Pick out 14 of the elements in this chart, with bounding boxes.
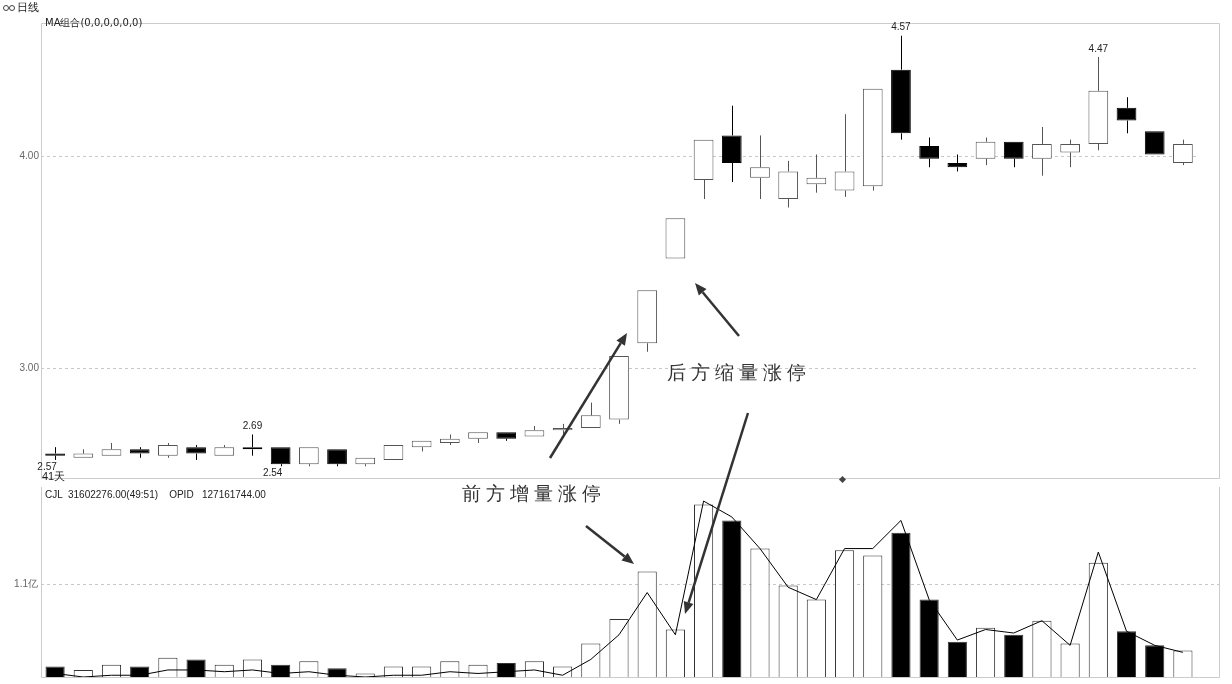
ref-line-label: 1.1亿 xyxy=(14,578,38,590)
text: CJL 31602276.00(49:51) OPID 127161744.00 xyxy=(45,489,266,500)
y-tick-label: 3.00 xyxy=(19,362,40,374)
y-tick-label: 4.00 xyxy=(19,150,40,162)
annotation: 后方缩量涨停 xyxy=(667,360,811,385)
annotation: 41天 xyxy=(42,470,66,484)
chart-title: 日线 xyxy=(17,0,39,15)
annotation: 2.57 xyxy=(37,460,58,472)
annotation: 4.57 xyxy=(891,21,912,33)
annotation: 前方增量涨停 xyxy=(462,481,606,506)
annotation: 2.54 xyxy=(262,467,283,479)
annotation: 4.47 xyxy=(1088,42,1109,54)
annotation: 2.69 xyxy=(242,420,263,432)
chart-subtitle: MA组合(0,0,0,0,0,0) xyxy=(45,16,143,30)
